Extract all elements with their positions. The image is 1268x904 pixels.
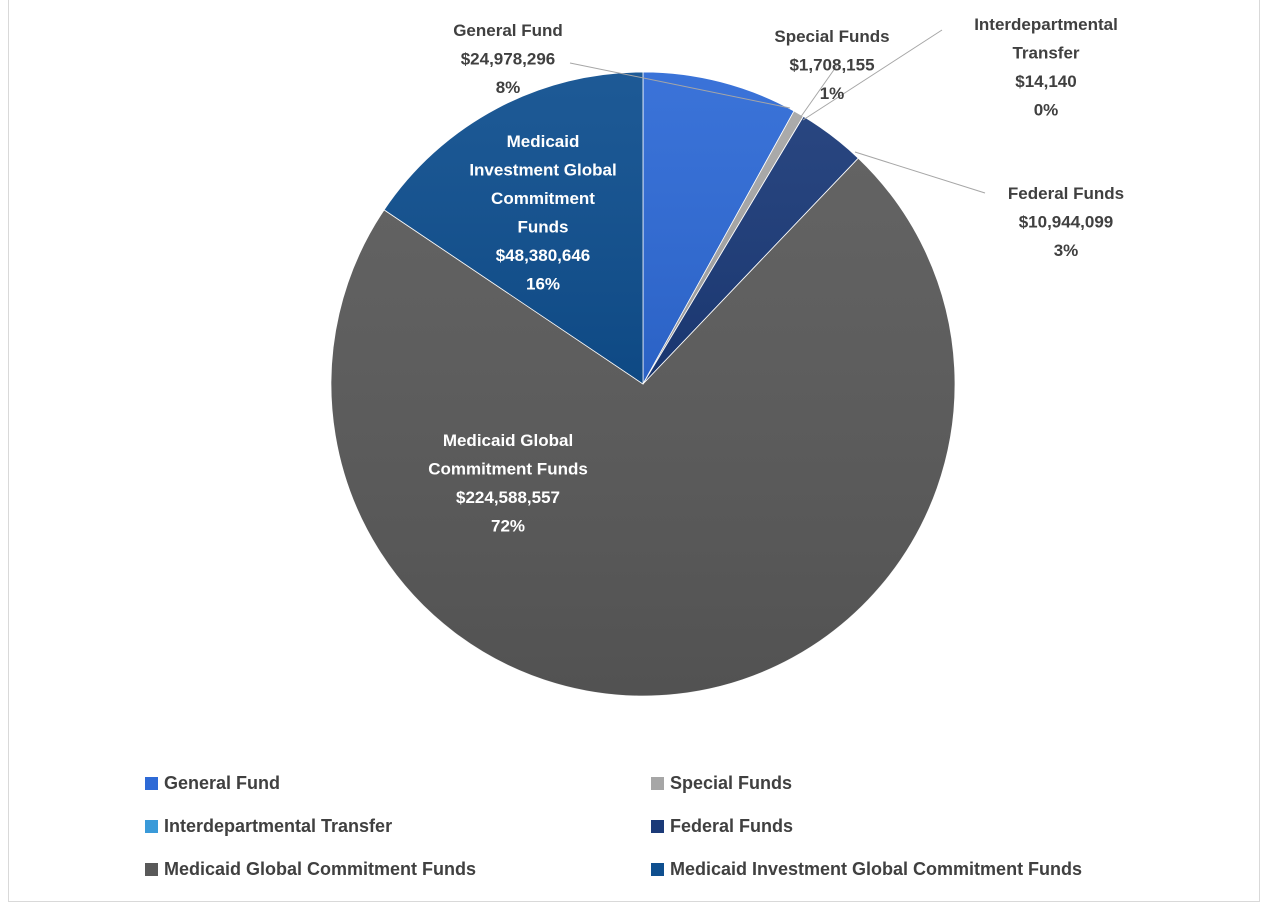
data-label-line: Transfer: [1012, 44, 1079, 63]
legend-item-interdepartmental-transfer: Interdepartmental Transfer: [145, 816, 392, 836]
data-label-line: Medicaid Global: [443, 431, 573, 450]
leader-line-federal-funds: [854, 151, 986, 194]
data-label-interdepartmental-transfer: Interdepartmental Transfer $14,140 0%: [974, 15, 1118, 120]
pie-slice-shade-medicaid-investment-global-commitment-funds: [384, 72, 643, 384]
legend-label: Special Funds: [670, 773, 792, 793]
legend: General Fund Special Funds Interdepartment…: [145, 773, 1082, 879]
pie-slice-shade-federal-funds: [643, 116, 859, 384]
data-label-line: $1,708,155: [789, 56, 874, 75]
legend-swatch: [651, 820, 664, 833]
data-label-line: 72%: [491, 517, 525, 536]
data-label-line: 1%: [820, 84, 845, 103]
legend-label: Federal Funds: [670, 816, 793, 836]
pie-slices: [330, 71, 956, 697]
data-label-line: $14,140: [1015, 72, 1076, 91]
legend-label: General Fund: [164, 773, 280, 793]
data-label-line: $224,588,557: [456, 488, 560, 507]
data-label-medicaid-investment-global-commitment-funds: Medicaid Investment Global Commitment Funds…: [469, 132, 616, 294]
data-label-line: $48,380,646: [496, 246, 591, 265]
leader-line-general-fund: [569, 62, 791, 109]
data-label-line: General Fund: [453, 21, 563, 40]
data-label-line: Commitment: [491, 189, 595, 208]
legend-label: Interdepartmental Transfer: [164, 816, 392, 836]
legend-item-general-fund: General Fund: [145, 773, 280, 793]
legend-swatch: [145, 863, 158, 876]
data-label-line: 0%: [1034, 101, 1059, 120]
data-label-line: $10,944,099: [1019, 213, 1114, 232]
legend-swatch: [651, 777, 664, 790]
data-label-line: 3%: [1054, 241, 1079, 260]
leader-lines: [569, 29, 986, 194]
data-label-special-funds: Special Funds $1,708,155 1%: [774, 27, 889, 103]
data-label-line: Commitment Funds: [428, 460, 588, 479]
legend-swatch: [651, 863, 664, 876]
data-label-general-fund: General Fund $24,978,296 8%: [453, 21, 563, 97]
data-label-line: Federal Funds: [1008, 184, 1124, 203]
data-label-line: Funds: [518, 218, 569, 237]
legend-item-medicaid-global-commitment-funds: Medicaid Global Commitment Funds: [145, 859, 476, 879]
leader-line-interdepartmental-transfer: [802, 29, 943, 121]
data-label-line: Medicaid: [507, 132, 580, 151]
data-label-line: Investment Global: [469, 161, 616, 180]
legend-item-federal-funds: Federal Funds: [651, 816, 793, 836]
pie-slice-shade-medicaid-global-commitment-funds: [330, 158, 955, 696]
data-labels: General Fund $24,978,296 8% Special Funds $1…: [428, 15, 1124, 536]
leader-line-special-funds: [799, 63, 839, 119]
data-label-medicaid-global-commitment-funds: Medicaid Global Commitment Funds $224,588,…: [428, 431, 588, 536]
data-label-federal-funds: Federal Funds $10,944,099 3%: [1008, 184, 1124, 260]
pie-slice-shade-general-fund: [643, 72, 795, 384]
legend-label: Medicaid Global Commitment Funds: [164, 859, 476, 879]
legend-swatch: [145, 820, 158, 833]
data-label-line: Interdepartmental: [974, 15, 1118, 34]
data-label-line: $24,978,296: [461, 50, 556, 69]
legend-label: Medicaid Investment Global Commitment Fu…: [670, 859, 1082, 879]
data-label-line: 8%: [496, 78, 521, 97]
legend-item-special-funds: Special Funds: [651, 773, 792, 793]
legend-swatch: [145, 777, 158, 790]
data-label-line: Special Funds: [774, 27, 889, 46]
legend-item-medicaid-investment-global-commitment-funds: Medicaid Investment Global Commitment Fu…: [651, 859, 1082, 879]
pie-slice-shade-special-funds: [643, 110, 804, 385]
data-label-line: 16%: [526, 275, 560, 294]
